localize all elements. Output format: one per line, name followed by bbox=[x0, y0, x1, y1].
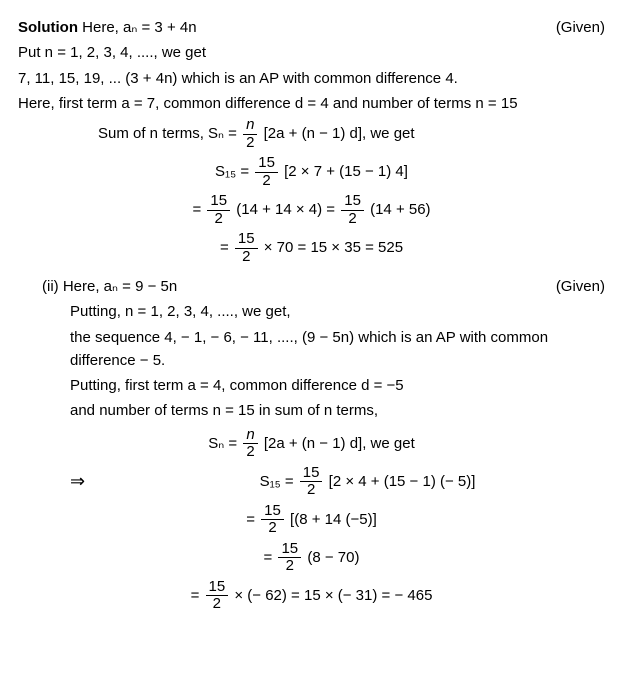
pii-l3: Putting, first term a = 4, common differ… bbox=[70, 374, 605, 397]
solution-label: Solution bbox=[18, 19, 78, 36]
pii-l4: and number of terms n = 15 in sum of n t… bbox=[70, 399, 605, 422]
pi-eq3: = 15 2 × 70 = 15 × 35 = 525 bbox=[18, 231, 605, 265]
pi-l2: 7, 11, 15, 19, ... (3 + 4n) which is an … bbox=[18, 67, 605, 90]
pi-l1: Put n = 1, 2, 3, 4, ...., we get bbox=[18, 41, 605, 64]
pi-eq3-post: × 70 = 15 × 35 = 525 bbox=[264, 239, 403, 256]
pii-eq3: = 15 2 (8 − 70) bbox=[18, 541, 605, 575]
pi-eq2: = 15 2 (14 + 14 × 4) = 15 2 (14 + 56) bbox=[18, 193, 605, 227]
pi-formula-frac: n 2 bbox=[243, 117, 257, 151]
pii-formula: Sₙ = n 2 [2a + (n − 1) d], we get bbox=[18, 427, 605, 461]
pii-eq3-frac: 15 2 bbox=[278, 541, 301, 575]
pi-formula: Sum of n terms, Sₙ = n 2 [2a + (n − 1) d… bbox=[98, 117, 605, 151]
pii-eq1-frac: 15 2 bbox=[300, 465, 323, 499]
solution-header: Solution Here, aₙ = 3 + 4n (Given) bbox=[18, 16, 605, 39]
pi-eq2-post: (14 + 56) bbox=[370, 201, 430, 218]
pii-eq1: S₁₅ = 15 2 [2 × 4 + (15 − 1) (− 5)] bbox=[130, 465, 605, 499]
pii-eq3-pre: = bbox=[264, 548, 277, 565]
pii-eq2-pre: = bbox=[246, 510, 259, 527]
pii-eq1-lhs: S₁₅ = bbox=[260, 472, 298, 489]
pii-eq1-row: ⇒ S₁₅ = 15 2 [2 × 4 + (15 − 1) (− 5)] bbox=[18, 465, 605, 499]
pii-l1: Putting, n = 1, 2, 3, 4, ...., we get, bbox=[70, 300, 605, 323]
pii-eq3-post: (8 − 70) bbox=[307, 548, 359, 565]
given-tag-ii: (Given) bbox=[556, 275, 605, 298]
pi-eq1-rhs: [2 × 7 + (15 − 1) 4] bbox=[284, 163, 408, 180]
pi-eq2-f2: 15 2 bbox=[341, 193, 364, 227]
pii-formula-pre: Sₙ = bbox=[208, 434, 241, 451]
given-expr-i: Here, aₙ = 3 + 4n bbox=[82, 19, 196, 36]
pi-formula-pre: Sum of n terms, Sₙ = bbox=[98, 125, 241, 142]
pii-eq4-post: × (− 62) = 15 × (− 31) = − 465 bbox=[234, 586, 432, 603]
pii-l2: the sequence 4, − 1, − 6, − 11, ...., (9… bbox=[70, 326, 605, 373]
pi-eq2-mid: (14 + 14 × 4) = bbox=[236, 201, 339, 218]
pii-formula-frac: n 2 bbox=[243, 427, 257, 461]
pii-eq1-rhs: [2 × 4 + (15 − 1) (− 5)] bbox=[329, 472, 476, 489]
pii-eq2-post: [(8 + 14 (−5)] bbox=[290, 510, 377, 527]
pi-formula-post: [2a + (n − 1) d], we get bbox=[264, 125, 415, 142]
pi-eq2-f1: 15 2 bbox=[207, 193, 230, 227]
pi-eq3-frac: 15 2 bbox=[235, 231, 258, 265]
pii-eq4-pre: = bbox=[191, 586, 204, 603]
pi-eq2-pre: = bbox=[192, 201, 205, 218]
implies-arrow: ⇒ bbox=[70, 468, 130, 496]
pi-eq3-pre: = bbox=[220, 239, 233, 256]
pii-eq4-frac: 15 2 bbox=[206, 579, 229, 613]
pii-eq2-frac: 15 2 bbox=[261, 503, 284, 537]
pii-header: (ii) Here, aₙ = 9 − 5n (Given) bbox=[42, 275, 605, 298]
pi-eq1-lhs: S₁₅ = bbox=[215, 163, 253, 180]
pi-eq1-frac: 15 2 bbox=[255, 155, 278, 189]
pi-l3: Here, first term a = 7, common differenc… bbox=[18, 92, 605, 115]
given-tag-i: (Given) bbox=[556, 16, 605, 39]
pii-label: (ii) Here, aₙ = 9 − 5n bbox=[42, 278, 177, 295]
pii-formula-post: [2a + (n − 1) d], we get bbox=[264, 434, 415, 451]
pii-eq2: = 15 2 [(8 + 14 (−5)] bbox=[18, 503, 605, 537]
pii-eq4: = 15 2 × (− 62) = 15 × (− 31) = − 465 bbox=[18, 579, 605, 613]
pi-eq1: S₁₅ = 15 2 [2 × 7 + (15 − 1) 4] bbox=[18, 155, 605, 189]
